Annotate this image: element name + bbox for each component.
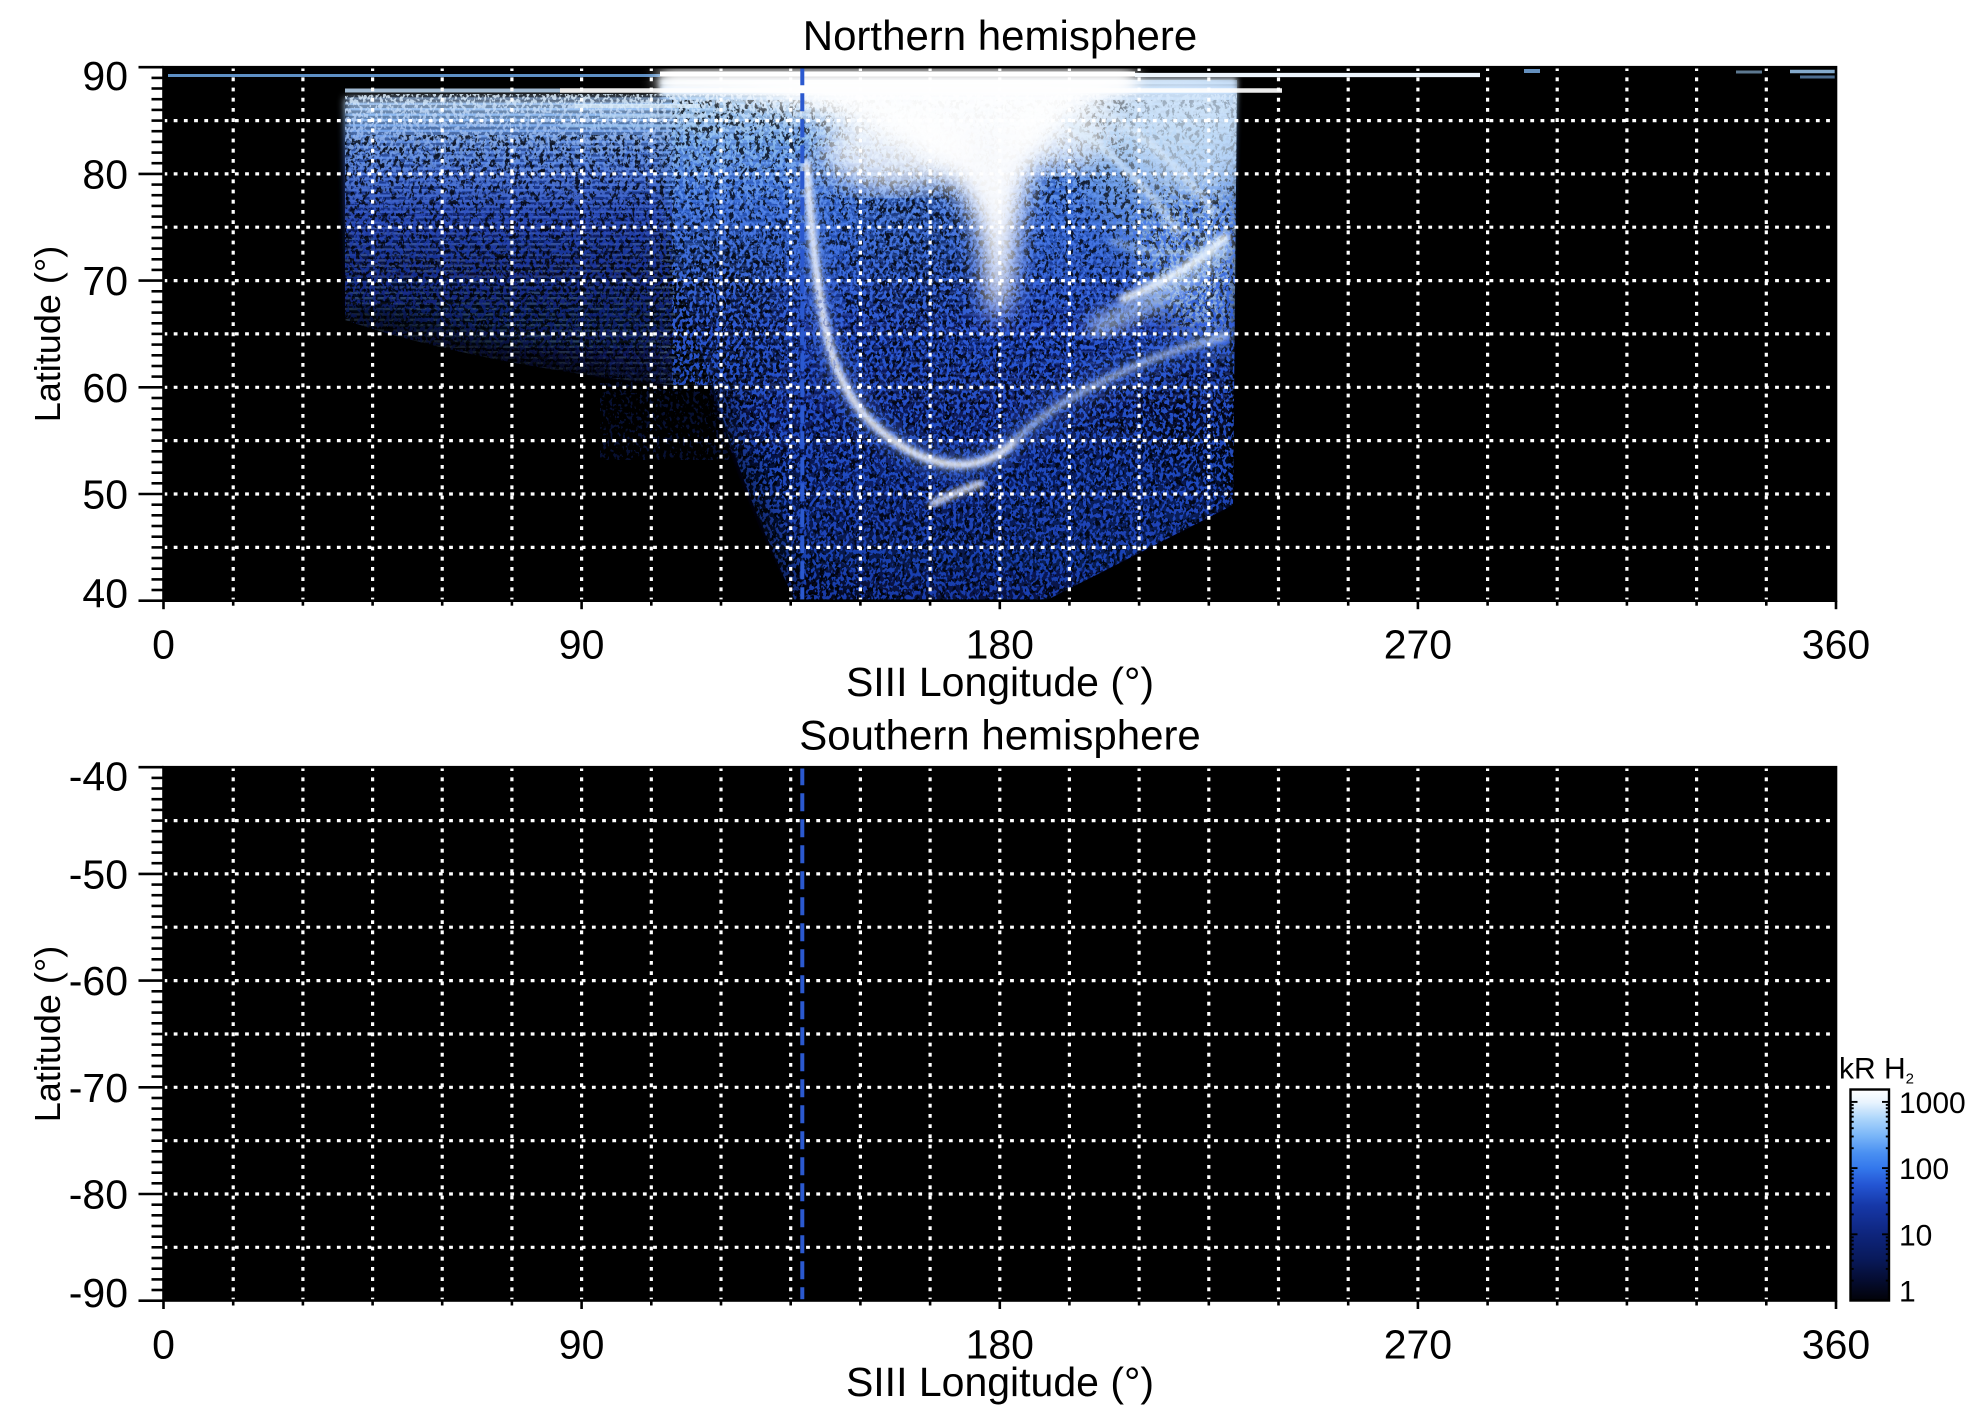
svg-text:90: 90 <box>559 622 605 668</box>
svg-text:90: 90 <box>559 1322 605 1368</box>
svg-text:kR H2: kR H2 <box>1839 1053 1914 1088</box>
svg-text:Latitude (°): Latitude (°) <box>27 246 68 422</box>
svg-text:100: 100 <box>1899 1153 1949 1186</box>
svg-text:Southern hemisphere: Southern hemisphere <box>799 712 1201 759</box>
svg-text:-60: -60 <box>69 958 128 1004</box>
svg-text:1: 1 <box>1899 1276 1916 1309</box>
svg-text:180: 180 <box>966 622 1034 668</box>
svg-text:10: 10 <box>1899 1219 1932 1252</box>
svg-text:-50: -50 <box>69 851 128 897</box>
svg-text:Latitude (°): Latitude (°) <box>27 946 68 1122</box>
svg-text:-70: -70 <box>69 1065 128 1111</box>
svg-text:0: 0 <box>152 1322 175 1368</box>
svg-text:-80: -80 <box>69 1172 128 1218</box>
svg-text:270: 270 <box>1384 1322 1452 1368</box>
svg-text:60: 60 <box>82 365 128 411</box>
svg-text:SIII Longitude (°): SIII Longitude (°) <box>846 1359 1154 1405</box>
svg-text:360: 360 <box>1802 622 1870 668</box>
svg-text:-40: -40 <box>69 753 128 799</box>
svg-text:SIII Longitude (°): SIII Longitude (°) <box>846 659 1154 705</box>
svg-text:80: 80 <box>82 151 128 197</box>
svg-text:-90: -90 <box>69 1270 128 1316</box>
svg-text:70: 70 <box>82 258 128 304</box>
svg-text:180: 180 <box>966 1322 1034 1368</box>
svg-text:90: 90 <box>82 53 128 99</box>
svg-text:360: 360 <box>1802 1322 1870 1368</box>
svg-text:1000: 1000 <box>1899 1087 1966 1120</box>
svg-text:40: 40 <box>82 571 128 617</box>
svg-text:Northern hemisphere: Northern hemisphere <box>803 12 1198 59</box>
svg-text:270: 270 <box>1384 622 1452 668</box>
svg-text:50: 50 <box>82 472 128 518</box>
svg-text:0: 0 <box>152 622 175 668</box>
